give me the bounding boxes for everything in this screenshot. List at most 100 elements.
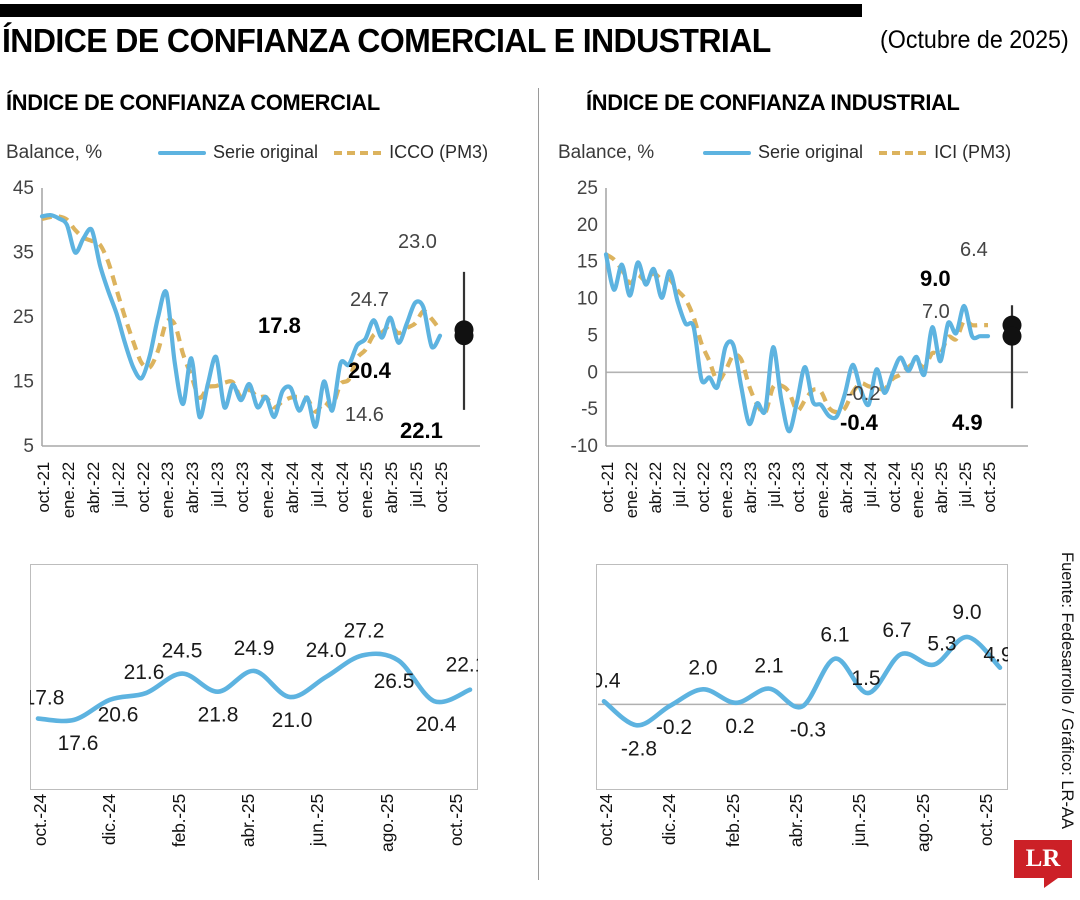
main-chart-comercial-svg: 45 35 25 15 5 23.0 24.7 17.8 20.4 14.6 22.1 xyxy=(13,178,480,457)
y-tick-label: 15 xyxy=(577,252,598,273)
x-tick-label: abr.-22 xyxy=(83,462,103,514)
x-tick-label: oct.-21 xyxy=(598,462,617,513)
inset-series-line xyxy=(35,651,473,724)
inset-x-tick-label: ago.-25 xyxy=(912,794,933,852)
inset-x-tick-label: oct.-24 xyxy=(596,794,616,847)
series-original-line xyxy=(603,252,991,434)
x-tick-label: oct.-23 xyxy=(233,462,252,513)
x-tick-label: ene.-23 xyxy=(717,462,737,519)
lr-logo-text: LR xyxy=(1025,845,1061,872)
xaxis-ticks-industrial: oct.-21 ene.-22 abr.-22 jul.-22 oct.-22 ene.-… xyxy=(540,462,1078,572)
inset-data-label: 6.1 xyxy=(820,624,849,647)
axis-unit-left: Balance, % xyxy=(6,142,103,163)
xaxis-ticks-comercial: oct.-21 ene.-22 abr.-22 jul.-22 oct.-22 ene.-… xyxy=(0,462,538,572)
x-tick-label: jul.-25 xyxy=(956,462,976,507)
x-tick-label: ene.-24 xyxy=(812,462,832,519)
inset-data-label: 5.3 xyxy=(927,633,956,656)
inset-xaxis-ticks-industrial: oct.-24 dic.-24 feb.-25 abr.-25 jun.-25 ago.-… xyxy=(596,794,1008,894)
inset-frame xyxy=(30,564,478,790)
y-tick-label: 5 xyxy=(23,436,34,457)
x-tick-label: oct.-24 xyxy=(332,462,352,513)
annotation-label: -0.2 xyxy=(846,383,880,405)
main-chart-comercial: 45 35 25 15 5 23.0 24.7 17.8 20.4 14.6 22.1 xyxy=(0,178,538,468)
x-tick-label: oct.-23 xyxy=(789,462,808,513)
inset-data-label: 4.9 xyxy=(983,644,1008,667)
y-tick-label: 15 xyxy=(13,372,34,393)
x-tick-label: abr.-25 xyxy=(932,462,952,514)
page-title: ÍNDICE DE CONFIANZA COMERCIAL E INDUSTRI… xyxy=(2,22,771,59)
annotation-label: 20.4 xyxy=(348,358,392,383)
header: ÍNDICE DE CONFIANZA COMERCIAL E INDUSTRI… xyxy=(0,22,1080,68)
inset-data-label: 0.2 xyxy=(725,715,754,738)
inset-data-label: 2.1 xyxy=(754,655,783,678)
series-original-line xyxy=(39,212,443,429)
annotation-label: 7.0 xyxy=(922,301,950,323)
axis-unit-right: Balance, % xyxy=(558,142,655,163)
inset-data-label: 6.7 xyxy=(882,619,911,642)
inset-x-tick-label: jun.-25 xyxy=(307,794,328,847)
inset-data-label: 24.0 xyxy=(306,639,347,662)
x-tick-label: jul.-24 xyxy=(307,462,327,507)
inset-chart-comercial-svg: 17.8 17.6 20.6 21.624.5 21.8 24.9 21.0 24.027.2… xyxy=(30,619,478,754)
x-tick-label: jul.-22 xyxy=(108,462,128,507)
x-tick-label: abr.-22 xyxy=(645,462,665,514)
inset-x-tick-label: ago.-25 xyxy=(376,794,397,852)
main-chart-industrial-svg: 25 20 15 10 5 0 -5 -10 6.4 9.0 7.0 -0.2 -0.4 4.9 xyxy=(571,178,1028,457)
x-tick-label: oct.-24 xyxy=(884,462,904,513)
header-date: (Octubre de 2025) xyxy=(880,26,1069,54)
legend-right: Serie original ICI (PM3) xyxy=(703,142,1011,163)
annotation-label: 4.9 xyxy=(952,410,983,435)
x-tick-label: abr.-24 xyxy=(282,462,302,514)
x-tick-label: oct.-25 xyxy=(980,462,999,513)
main-chart-industrial: 25 20 15 10 5 0 -5 -10 6.4 9.0 7.0 -0.2 -0.4 4.9 xyxy=(540,178,1078,468)
inset-data-label: -2.8 xyxy=(621,737,657,760)
y-tick-label: 10 xyxy=(577,289,598,310)
inset-data-label: -0.2 xyxy=(656,716,692,739)
inset-data-label: 20.6 xyxy=(98,704,139,727)
inset-data-label: 21.6 xyxy=(124,661,165,684)
legend-item-serie-original: Serie original xyxy=(158,142,318,163)
line-dashed-icon xyxy=(334,150,383,155)
inset-x-tick-label: abr.-25 xyxy=(238,794,258,848)
annotation-label: 17.8 xyxy=(258,313,301,338)
inset-data-label: 17.8 xyxy=(30,687,64,710)
inset-x-tick-label: oct.-25 xyxy=(446,794,466,847)
line-dashed-icon xyxy=(879,150,928,155)
inset-x-tick-label: feb.-25 xyxy=(722,794,743,848)
panel-title-industrial: ÍNDICE DE CONFIANZA INDUSTRIAL xyxy=(586,90,960,115)
x-tick-label: ene.-22 xyxy=(58,462,78,519)
panel-title-comercial: ÍNDICE DE CONFIANZA COMERCIAL xyxy=(6,90,380,115)
annotation-label: 9.0 xyxy=(920,266,951,291)
x-tick-label: jul.-22 xyxy=(669,462,689,507)
y-tick-label: -5 xyxy=(581,399,598,420)
inset-data-label: 26.5 xyxy=(374,670,415,693)
y-tick-label: 0 xyxy=(587,362,598,383)
inset-x-tick-label: dic.-24 xyxy=(659,794,680,846)
inset-data-label: 24.9 xyxy=(234,637,275,660)
inset-series-line xyxy=(601,634,1003,728)
inset-data-label: 21.0 xyxy=(272,709,313,732)
y-tick-label: 45 xyxy=(13,178,34,199)
endpoint-marker-original xyxy=(454,326,474,346)
annotation-label: -0.4 xyxy=(840,410,879,435)
lr-logo-box: LR xyxy=(1014,840,1072,878)
x-tick-label: oct.-25 xyxy=(432,462,451,513)
header-rule xyxy=(0,4,862,17)
y-tick-label: 25 xyxy=(13,307,34,328)
y-tick-label: 20 xyxy=(577,215,598,236)
annotation-label: 14.6 xyxy=(345,404,384,426)
inset-chart-comercial: 17.8 17.6 20.6 21.624.5 21.8 24.9 21.0 24.027.2… xyxy=(30,564,478,790)
legend-item-icco-pm3: ICCO (PM3) xyxy=(334,142,488,163)
x-tick-label: ene.-22 xyxy=(621,462,641,519)
inset-xaxis-ticks-comercial: oct.-24 dic.-24 feb.-25 abr.-25 jun.-25 ago.-… xyxy=(30,794,478,894)
line-solid-icon xyxy=(158,150,206,155)
inset-x-tick-label: abr.-25 xyxy=(786,794,806,848)
x-tick-label: oct.-21 xyxy=(34,462,53,513)
inset-data-label: 22.1 xyxy=(446,654,478,677)
annotation-label: 22.1 xyxy=(400,418,443,443)
inset-data-label: 0.4 xyxy=(596,669,621,692)
x-tick-label: jul.-23 xyxy=(208,462,228,507)
inset-chart-industrial: 0.4 -2.8 -0.2 2.0 0.2 2.1 -0.3 6.1 1.5 6.7 5.3 9.0 4… xyxy=(596,564,1008,790)
x-tick-label: ene.-23 xyxy=(158,462,178,519)
annotation-label: 24.7 xyxy=(350,289,389,311)
